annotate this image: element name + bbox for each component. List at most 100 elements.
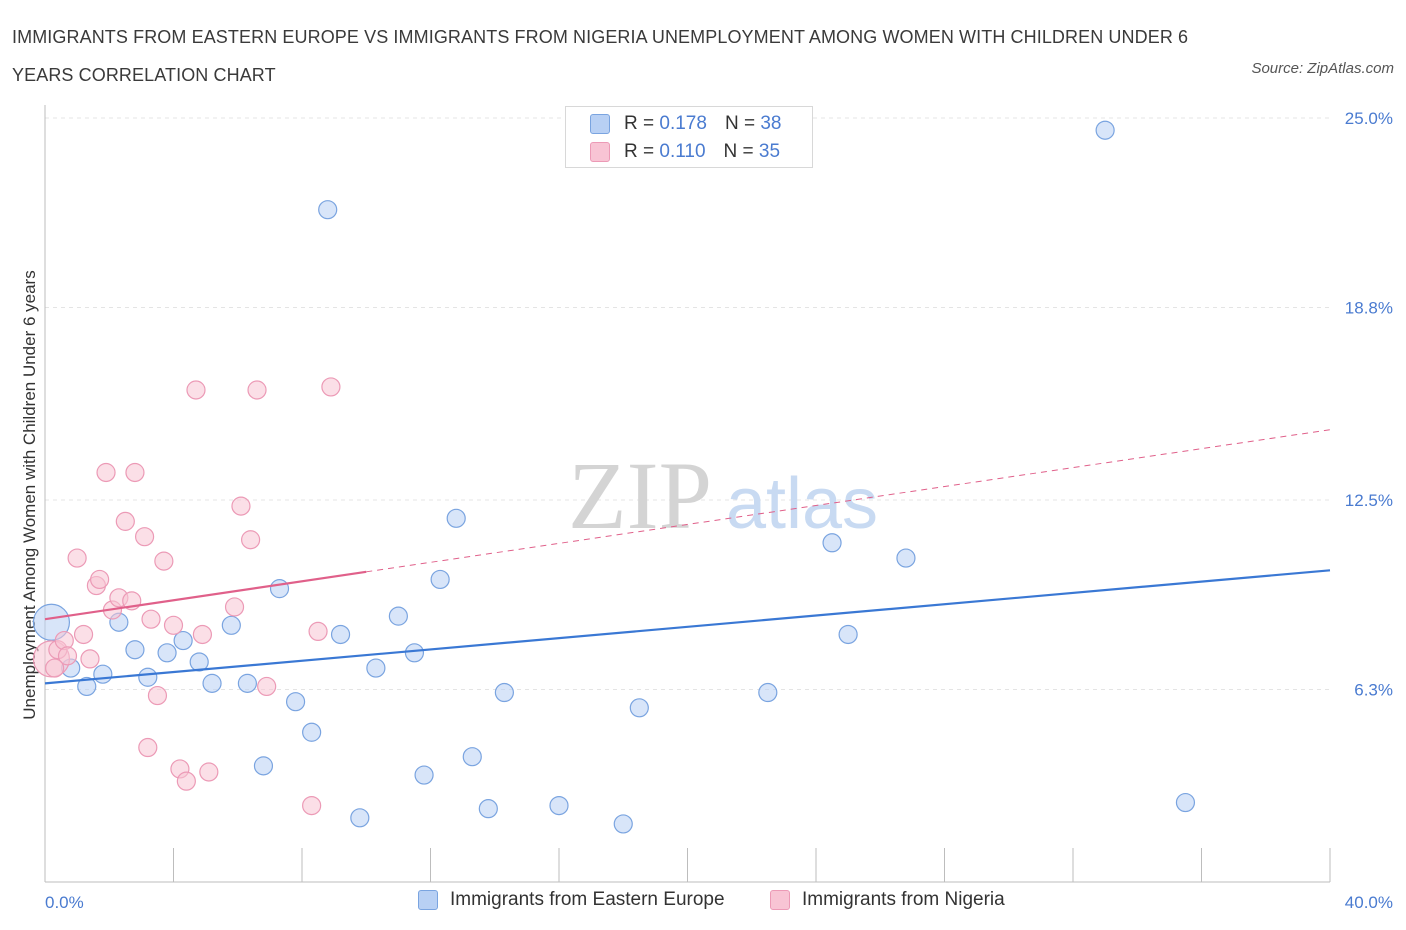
nigeria-point [163,615,184,635]
legend-row-nigeria: R = 0.110 N = 35 [590,140,780,164]
nigeria-point [176,771,196,791]
eastern-europe-point [462,747,482,767]
watermark-atlas: atlas [726,464,878,544]
nigeria-point [241,530,261,550]
eastern-europe-point [269,579,290,599]
eastern-europe-point [93,664,113,684]
nigeria-point [192,624,213,645]
nigeria-point [308,621,328,642]
eastern-europe-point [330,624,351,645]
eastern-europe-point [189,652,209,672]
eastern-europe-point [77,676,97,697]
nigeria-point [90,569,110,590]
bottom-legend-swatch-eastern-europe [418,890,438,910]
legend-r-value: 0.178 [659,113,707,134]
eastern-europe-point [221,615,241,635]
bottom-legend-label-nigeria: Immigrants from Nigeria [802,889,1005,910]
legend-n-value: 38 [760,113,782,134]
nigeria-point [80,649,100,669]
eastern-europe-point [32,603,71,641]
series-eastern-europe-points [32,120,1196,834]
legend-swatch-nigeria [590,142,610,162]
eastern-europe-point [237,673,257,693]
nigeria-point [141,609,161,629]
nigeria-point [257,676,277,697]
axes [44,105,1331,883]
eastern-europe-point [1175,792,1196,813]
tick-labels: 6.3% 12.5% 18.8% 25.0% 0.0% 40.0% [45,109,1393,912]
eastern-europe-point [318,200,338,220]
nigeria-point [302,795,322,816]
eastern-europe-point [125,640,145,660]
legend-r-label: R = [624,113,655,134]
trend-lines [44,429,1331,685]
nigeria-point [147,685,168,706]
nigeria-point [115,511,135,531]
legend-n-label: N = [724,113,756,134]
nigeria-point [125,462,145,483]
eastern-europe-point [173,630,193,651]
nigeria-point [134,527,155,547]
nigeria-point [96,462,116,483]
eastern-europe-point [430,569,450,590]
nigeria-point [67,548,87,568]
nigeria-point [138,737,158,758]
eastern-europe-point [838,624,858,645]
y-tick-label: 25.0% [1345,109,1393,128]
eastern-europe-point [350,808,370,828]
eastern-europe-point [549,795,569,816]
eastern-europe-point [138,667,158,687]
nigeria-point [73,624,94,645]
eastern-europe-point [404,643,425,663]
bottom-legend-eastern-europe: Immigrants from Eastern Europe [418,889,725,911]
eastern-europe-point [202,673,222,693]
legend-swatch-eastern-europe [590,114,610,134]
eastern-europe-point [285,692,306,712]
eastern-europe-point [253,756,274,776]
nigeria-point [321,377,341,397]
eastern-europe-point [478,799,498,819]
eastern-europe-point [494,682,514,703]
eastern-europe-point [414,765,434,785]
nigeria-point [154,551,174,571]
nigeria-point [57,646,78,666]
eastern-europe-point [157,643,177,663]
series-nigeria-points [32,377,341,816]
trend-line-eastern-europe [44,569,1331,685]
nigeria-point [247,380,267,400]
eastern-europe-point [1095,120,1115,140]
eastern-europe-point [302,722,322,742]
eastern-europe-point [822,533,842,553]
y-tick-label: 12.5% [1345,491,1393,510]
nigeria-point [199,762,219,782]
nigeria-point [45,658,65,678]
legend-r-label: R = [624,141,655,162]
bottom-legend-swatch-nigeria [770,890,790,910]
y-tick-label: 18.8% [1345,298,1393,317]
nigeria-point [186,380,206,400]
legend: R = 0.178 N = 38 R = 0.110 N = 35 [565,106,813,168]
legend-n-label: N = [723,141,754,162]
legend-n-value: 35 [758,141,781,162]
legend-row-eastern-europe: R = 0.178 N = 38 [590,112,781,136]
eastern-europe-point [613,814,633,834]
eastern-europe-point [446,508,466,528]
nigeria-point [224,597,245,617]
bottom-legend-label-eastern-europe: Immigrants from Eastern Europe [450,889,725,910]
watermark-zip: ZIP [568,442,712,549]
eastern-europe-point [758,682,778,703]
eastern-europe-point [388,606,408,626]
legend-r-value: 0.110 [659,141,706,162]
trend-line-nigeria-solid [44,570,367,621]
chart-title: IMMIGRANTS FROM EASTERN EUROPE VS IMMIGR… [12,27,1189,85]
x-tick-label: 40.0% [1345,893,1393,912]
bottom-legend-nigeria: Immigrants from Nigeria [770,889,1005,911]
y-tick-label: 6.3% [1354,680,1393,699]
eastern-europe-point [896,548,916,568]
trend-line-nigeria-dashed [366,429,1331,573]
eastern-europe-point [629,698,649,718]
x-tick-label: 0.0% [45,893,84,912]
nigeria-point [231,496,251,516]
source-label: Source: ZipAtlas.com [1251,60,1394,77]
